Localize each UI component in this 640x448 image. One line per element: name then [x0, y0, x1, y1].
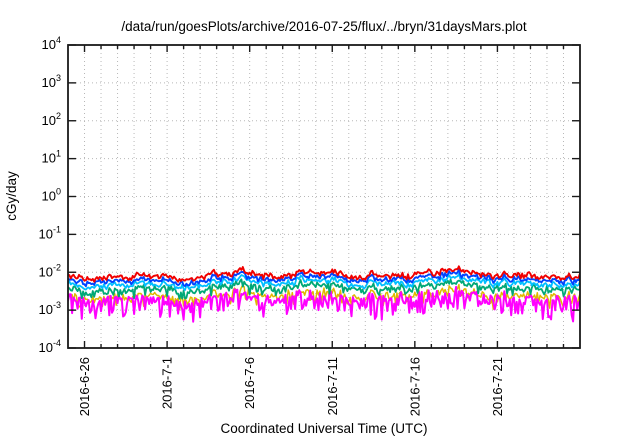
series-channel-cyan-line — [68, 272, 580, 291]
x-tick-label: 2016-7-6 — [242, 357, 257, 409]
y-tick-label: 104 — [42, 35, 61, 52]
series-channel-green-line — [68, 278, 580, 300]
y-tick-label: 10-3 — [39, 300, 61, 317]
series-channel-blue-line — [68, 268, 580, 288]
axis-ticks — [68, 44, 580, 349]
x-tick-label: 2016-7-11 — [325, 357, 340, 415]
y-tick-label: 10-4 — [39, 338, 61, 355]
x-tick-label: 2016-7-1 — [160, 357, 175, 409]
series-channel-red-line — [68, 265, 580, 283]
y-tick-label: 103 — [42, 73, 61, 90]
series-channel-yellow-line — [68, 283, 580, 311]
y-tick-label: 10-1 — [39, 224, 61, 241]
y-tick-label: 100 — [42, 187, 61, 204]
tick-labels: 2016-6-26 2016-7-1 2016-7-6 2016-7-11 2016-7… — [39, 35, 505, 416]
x-axis-title: Coordinated Universal Time (UTC) — [220, 421, 427, 436]
x-tick-label: 2016-6-26 — [77, 357, 92, 416]
x-tick-label: 2016-7-21 — [490, 357, 505, 416]
x-tick-label: 2016-7-16 — [407, 357, 422, 416]
y-axis-title: cGy/day — [4, 171, 19, 221]
y-tick-label: 10-2 — [39, 262, 61, 279]
chart-title: /data/run/goesPlots/archive/2016-07-25/f… — [121, 19, 526, 34]
y-tick-label: 101 — [42, 149, 61, 166]
y-tick-label: 102 — [42, 111, 61, 128]
data-series — [68, 265, 580, 323]
series-channel-magenta-line — [68, 285, 580, 323]
